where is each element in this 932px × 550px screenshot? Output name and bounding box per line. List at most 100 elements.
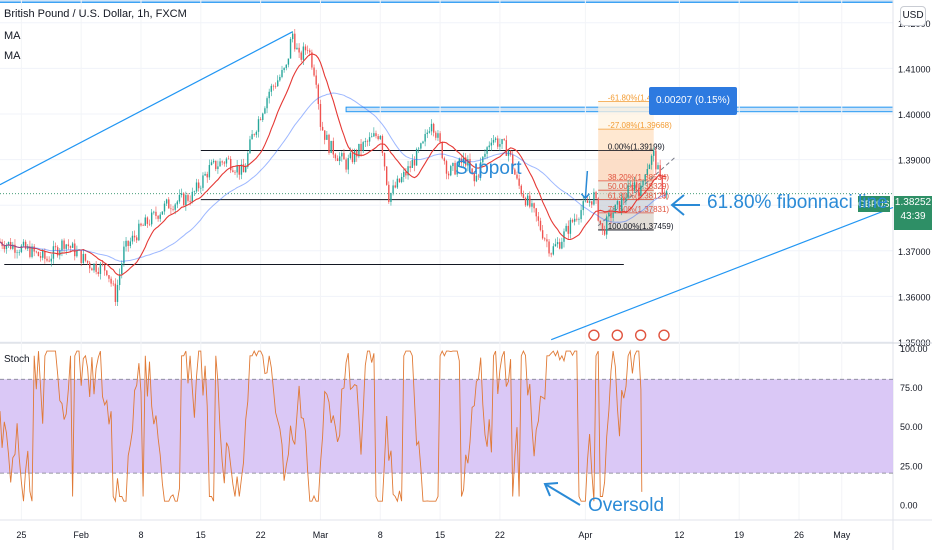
candle-body (364, 141, 367, 143)
candle-body (217, 166, 219, 170)
candle-body (56, 247, 59, 256)
candle-body (93, 263, 95, 271)
candle-body (580, 210, 582, 220)
candle-body (409, 166, 411, 168)
candle-body (627, 185, 629, 199)
candle-body (136, 237, 138, 241)
candle-body (400, 176, 403, 183)
candle-body (601, 223, 604, 230)
current-price: 1.38252 (894, 197, 932, 208)
candle-body (633, 182, 636, 191)
candle-body (37, 251, 40, 257)
candle-body (623, 197, 625, 201)
candle-body (347, 158, 349, 170)
candle-body (482, 156, 484, 163)
candle-body (445, 161, 448, 174)
candle-body (112, 283, 114, 285)
candle-body (655, 150, 657, 170)
candle-body (503, 139, 505, 141)
candle-body (230, 158, 232, 171)
price-tick-label: 1.37000 (898, 247, 931, 257)
candle-body (407, 166, 409, 176)
candle-body (176, 201, 179, 205)
candle-body (653, 150, 655, 156)
candle-body (281, 70, 283, 78)
candle-body (588, 201, 591, 203)
candle-body (552, 246, 555, 255)
fib-level-label: -27.08%(1.39668) (608, 121, 672, 130)
candle-body (514, 169, 516, 175)
candle-body (663, 194, 666, 196)
candle-body (99, 263, 102, 274)
candle-body (110, 278, 112, 284)
candle-body (595, 192, 597, 199)
candle-body (462, 157, 465, 163)
candle-body (477, 175, 480, 177)
price-tick-label: 1.39000 (898, 156, 931, 166)
candle-body (349, 152, 352, 159)
candle-body (324, 130, 326, 140)
candle-body (266, 98, 268, 109)
stoch-label[interactable]: Stoch (4, 354, 30, 365)
candle-body (202, 175, 204, 188)
candle-body (338, 156, 341, 161)
candle-body (219, 161, 221, 167)
candle-body (285, 64, 287, 68)
candle-body (616, 201, 619, 205)
stoch-tick-label: 100.00 (900, 344, 928, 354)
fib-zone (598, 199, 654, 213)
candle-body (486, 147, 488, 154)
candle-body (644, 174, 646, 181)
support-arrow-icon (580, 170, 590, 200)
candle-body (571, 219, 574, 222)
ma-indicator-label-2[interactable]: MA (4, 50, 21, 62)
candle-body (569, 219, 572, 234)
candle-body (531, 203, 533, 207)
candle-body (315, 75, 317, 85)
candle-body (522, 194, 525, 198)
candle-body (413, 160, 416, 166)
candle-body (567, 225, 569, 234)
ma-indicator-label-1[interactable]: MA (4, 30, 21, 42)
candle-body (484, 153, 486, 157)
top-resistance-zone (0, 0, 893, 3)
candle-body (467, 159, 469, 166)
candle-body (546, 239, 548, 242)
time-tick-label: Feb (73, 530, 89, 540)
candle-body (262, 113, 264, 120)
symbol-title[interactable]: British Pound / U.S. Dollar, 1h, FXCM (4, 8, 187, 20)
candle-body (430, 123, 433, 132)
currency-button[interactable]: USD (900, 6, 926, 26)
candle-body (556, 242, 559, 245)
candle-body (255, 131, 258, 135)
candle-body (67, 244, 70, 247)
candle-body (516, 174, 518, 179)
candle-body (268, 91, 270, 99)
candle-body (306, 50, 309, 51)
candle-body (74, 243, 76, 257)
candle-body (144, 217, 146, 226)
candle-body (512, 154, 514, 170)
candle-body (242, 164, 245, 173)
time-tick-label: May (833, 530, 851, 540)
trendline (550, 206, 894, 341)
candle-body (620, 197, 623, 211)
candle-body (625, 198, 627, 201)
time-tick-label: 26 (794, 530, 804, 540)
candle-body (106, 270, 108, 276)
candle-body (603, 229, 606, 235)
candle-body (259, 119, 262, 120)
candle-body (210, 162, 213, 166)
candle-body (277, 80, 279, 87)
candle-body (501, 139, 503, 145)
candle-body (129, 241, 132, 246)
time-tick-label: 8 (138, 530, 143, 540)
candle-body (614, 204, 616, 214)
candle-body (204, 173, 206, 176)
candle-body (435, 132, 437, 138)
candle-body (84, 253, 87, 261)
candle-body (168, 199, 170, 209)
candle-body (174, 204, 176, 210)
